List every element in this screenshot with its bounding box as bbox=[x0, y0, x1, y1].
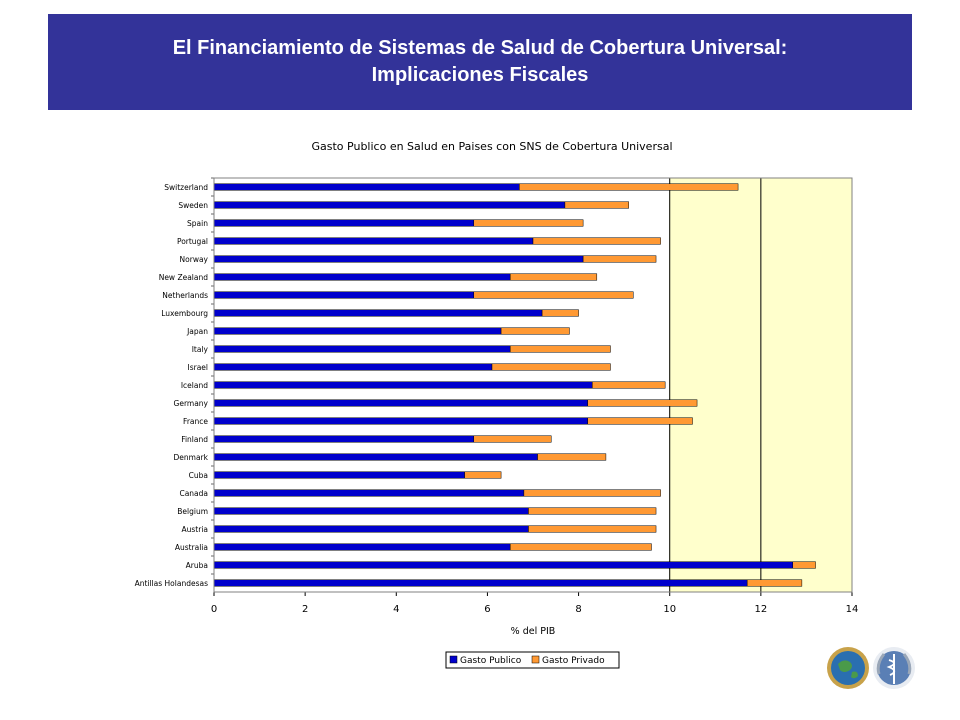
x-tick-label: 14 bbox=[846, 604, 859, 615]
bar-privado bbox=[491, 363, 611, 371]
bar-publico bbox=[213, 579, 748, 587]
bar-privado bbox=[582, 255, 657, 263]
bar-privado bbox=[509, 345, 611, 353]
bar-privado bbox=[473, 219, 584, 227]
x-axis-label: % del PIB bbox=[511, 626, 556, 637]
bar-publico bbox=[213, 507, 529, 515]
bar-privado bbox=[532, 237, 661, 245]
bar-privado bbox=[523, 489, 661, 497]
bar-publico bbox=[213, 435, 475, 443]
bar-privado bbox=[473, 291, 634, 299]
bar-privado bbox=[537, 453, 607, 461]
bar-publico bbox=[213, 291, 475, 299]
y-tick-label: Portugal bbox=[177, 237, 208, 246]
y-tick-label: Netherlands bbox=[162, 291, 208, 300]
bar-privado bbox=[746, 579, 803, 587]
legend-label-privado: Gasto Privado bbox=[542, 656, 605, 666]
bar-privado bbox=[564, 201, 629, 209]
legend-swatch-publico bbox=[449, 655, 458, 664]
bar-publico bbox=[213, 525, 529, 533]
bar-publico bbox=[213, 453, 538, 461]
x-tick-label: 4 bbox=[393, 604, 399, 615]
y-tick-label: Japan bbox=[186, 327, 208, 336]
bar-privado bbox=[509, 273, 598, 281]
bar-publico bbox=[213, 543, 511, 551]
y-tick-label: Finland bbox=[181, 435, 208, 444]
bar-publico bbox=[213, 417, 588, 425]
slide-title-line1: El Financiamiento de Sistemas de Salud d… bbox=[172, 37, 788, 59]
bar-privado bbox=[519, 183, 739, 191]
bar-publico bbox=[213, 183, 520, 191]
y-tick-label: Aruba bbox=[186, 561, 208, 570]
bar-publico bbox=[213, 201, 566, 209]
paho-globe-logo bbox=[827, 647, 869, 689]
bar-publico bbox=[213, 561, 794, 569]
legend: Gasto Publico Gasto Privado bbox=[445, 651, 620, 669]
slide-title-line2: Implicaciones Fiscales bbox=[371, 64, 589, 86]
bar-publico bbox=[213, 489, 525, 497]
plot-area-border bbox=[213, 177, 853, 593]
y-tick-label: Cuba bbox=[189, 471, 208, 480]
bar-privado bbox=[792, 561, 816, 569]
legend-label-publico: Gasto Publico bbox=[460, 656, 522, 666]
y-tick-label: Switzerland bbox=[164, 183, 208, 192]
bar-privado bbox=[464, 471, 502, 479]
bar-publico bbox=[213, 255, 584, 263]
bar-privado bbox=[541, 309, 579, 317]
slide-header: El Financiamiento de Sistemas de Salud d… bbox=[48, 14, 912, 110]
bar-privado bbox=[591, 381, 666, 389]
bar-publico bbox=[213, 381, 593, 389]
y-tick-label: Australia bbox=[175, 543, 208, 552]
who-emblem-logo bbox=[873, 647, 915, 689]
x-tick-label: 0 bbox=[211, 604, 217, 615]
y-tick-label: Israel bbox=[188, 363, 209, 372]
bar-publico bbox=[213, 471, 465, 479]
x-tick-label: 8 bbox=[575, 604, 581, 615]
bar-privado bbox=[500, 327, 570, 335]
y-tick-label: Belgium bbox=[177, 507, 208, 516]
y-tick-label: Iceland bbox=[181, 381, 208, 390]
bar-publico bbox=[213, 273, 511, 281]
bar-publico bbox=[213, 327, 502, 335]
bar-publico bbox=[213, 219, 475, 227]
x-tick-label: 2 bbox=[302, 604, 308, 615]
y-tick-label: France bbox=[183, 417, 208, 426]
bar-publico bbox=[213, 345, 511, 353]
y-tick-label: Luxembourg bbox=[161, 309, 208, 318]
y-tick-label: Austria bbox=[182, 525, 209, 534]
bar-publico bbox=[213, 309, 543, 317]
y-tick-label: Spain bbox=[187, 219, 208, 228]
y-tick-label: Norway bbox=[180, 255, 209, 264]
chart-title: Gasto Publico en Salud en Paises con SNS… bbox=[312, 140, 673, 153]
y-tick-label: Italy bbox=[192, 345, 209, 354]
bar-publico bbox=[213, 363, 493, 371]
x-tick-label: 6 bbox=[484, 604, 490, 615]
x-tick-label: 10 bbox=[663, 604, 676, 615]
y-tick-label: Canada bbox=[179, 489, 208, 498]
bar-privado bbox=[473, 435, 552, 443]
x-tick-label: 12 bbox=[754, 604, 767, 615]
bar-privado bbox=[587, 417, 693, 425]
bar-publico bbox=[213, 399, 588, 407]
y-tick-label: Antillas Holandesas bbox=[135, 579, 209, 588]
y-tick-label: Sweden bbox=[178, 201, 208, 210]
legend-swatch-privado bbox=[531, 655, 540, 664]
y-tick-label: New Zealand bbox=[159, 273, 209, 282]
bar-publico bbox=[213, 237, 534, 245]
y-tick-label: Denmark bbox=[174, 453, 209, 462]
bar-privado bbox=[587, 399, 698, 407]
bar-privado bbox=[528, 507, 657, 515]
y-tick-label: Germany bbox=[174, 399, 209, 408]
bar-privado bbox=[528, 525, 657, 533]
bar-privado bbox=[509, 543, 652, 551]
